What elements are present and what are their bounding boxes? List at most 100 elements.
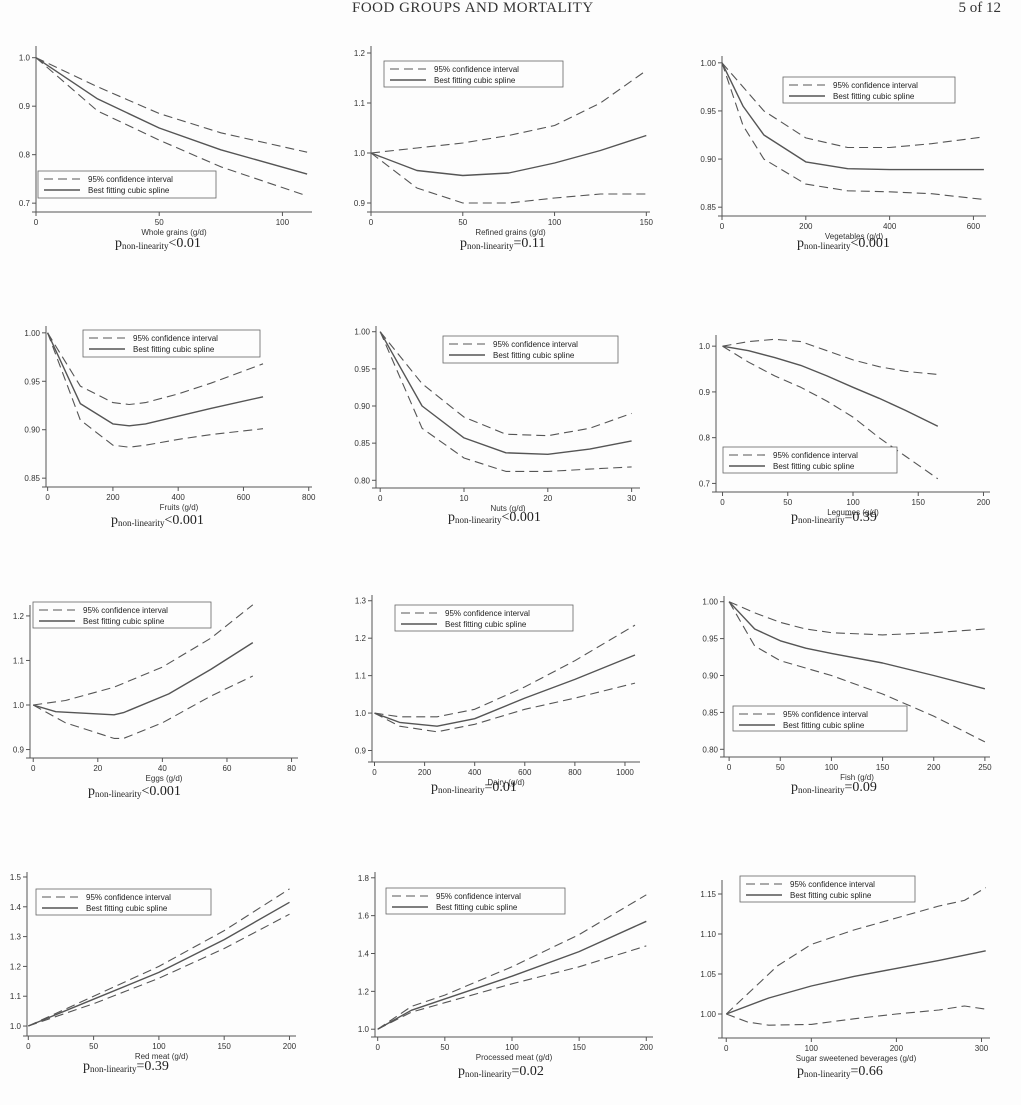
legend-box (385, 887, 566, 915)
legend-box (442, 335, 619, 364)
y-tick-label: 0.80 (702, 745, 718, 754)
legend: 95% confidence interval Best fitting cubi… (442, 335, 619, 364)
legend: 95% confidence interval Best fitting cubi… (782, 76, 956, 104)
x-tick-label: 50 (89, 1042, 98, 1051)
legend: 95% confidence interval Best fitting cubi… (37, 170, 217, 199)
x-tick-label: 150 (572, 1043, 586, 1052)
y-tick-label: 0.8 (19, 151, 31, 160)
y-tick-label: 0.9 (19, 102, 31, 111)
y-tick-label: 1.2 (358, 987, 370, 996)
y-tick-label: 1.0 (10, 1022, 22, 1031)
legend: 95% confidence interval Best fitting cubi… (732, 705, 908, 732)
x-tick-label: 0 (45, 493, 50, 502)
x-tick-label: 150 (912, 498, 926, 507)
y-tick-label: 0.7 (699, 479, 711, 488)
series-upper (28, 888, 290, 1027)
p-nonlinearity-label: pnon-linearity<0.001 (88, 784, 181, 799)
legend-label-spline: Best fitting cubic spline (790, 891, 872, 900)
legend-label-ci: 95% confidence interval (83, 606, 168, 615)
series-estimate (379, 331, 632, 455)
x-tick-label: 50 (458, 218, 467, 227)
legend: 95% confidence interval Best fitting cubi… (383, 60, 564, 88)
x-tick-label: 0 (372, 768, 377, 777)
y-tick-label: 1.0 (19, 54, 31, 63)
legend-label-ci: 95% confidence interval (133, 334, 218, 343)
x-tick-label: 100 (805, 1044, 819, 1053)
legend-label-spline: Best fitting cubic spline (133, 345, 215, 354)
y-tick-label: 1.5 (10, 873, 22, 882)
legend-box (394, 604, 574, 632)
legend: 95% confidence interval Best fitting cubi… (32, 601, 212, 629)
x-tick-label: 100 (152, 1042, 166, 1051)
x-tick-label: 200 (283, 1042, 297, 1051)
y-tick-label: 1.3 (10, 933, 22, 942)
series-estimate (35, 57, 308, 175)
x-tick-label: 0 (727, 763, 732, 772)
x-tick-label: 200 (927, 763, 941, 772)
y-tick-label: 1.3 (355, 597, 367, 606)
y-tick-label: 0.9 (355, 747, 367, 756)
x-tick-label: 800 (302, 493, 316, 502)
x-tick-label: 600 (967, 222, 981, 231)
y-tick-label: 1.0 (13, 701, 25, 710)
series-upper (722, 338, 938, 376)
legend: 95% confidence interval Best fitting cubi… (722, 446, 898, 474)
p-nonlinearity-label: pnon-linearity<0.001 (111, 513, 204, 528)
legend-label-spline: Best fitting cubic spline (434, 76, 516, 85)
x-tick-label: 100 (548, 218, 562, 227)
y-tick-label: 1.2 (355, 634, 367, 643)
series-upper (35, 57, 308, 153)
y-tick-label: 1.0 (354, 149, 366, 158)
y-tick-label: 0.90 (700, 155, 716, 164)
y-tick-label: 1.10 (700, 930, 716, 939)
x-tick-label: 300 (975, 1044, 989, 1053)
x-axis-label: Eggs (g/d) (146, 774, 183, 783)
y-tick-label: 1.00 (24, 329, 40, 338)
x-axis-label: Processed meat (g/d) (476, 1053, 553, 1062)
chart-7: 0.9 1.0 1.1 1.2 0 20 40 60 80 Eggs (g/d) 95% confi… (13, 601, 298, 783)
x-tick-label: 800 (568, 768, 582, 777)
series-lower (47, 332, 264, 448)
series-upper (33, 604, 254, 706)
x-tick-label: 0 (31, 764, 36, 773)
y-tick-label: 0.85 (354, 439, 370, 448)
y-tick-label: 0.85 (700, 203, 716, 212)
x-tick-label: 100 (505, 1043, 519, 1052)
x-tick-label: 0 (369, 218, 374, 227)
p-nonlinearity-label: pnon-linearity<0.01 (115, 236, 201, 251)
legend-label-spline: Best fitting cubic spline (88, 186, 170, 195)
y-tick-label: 1.0 (358, 1025, 370, 1034)
legend-label-ci: 95% confidence interval (790, 880, 875, 889)
x-tick-label: 150 (217, 1042, 231, 1051)
series-upper (721, 62, 984, 149)
y-tick-label: 1.1 (10, 992, 22, 1001)
x-tick-label: 0 (724, 1044, 729, 1053)
x-tick-label: 1000 (616, 768, 634, 777)
x-tick-label: 600 (518, 768, 532, 777)
x-tick-label: 100 (825, 763, 839, 772)
series-estimate (722, 345, 939, 427)
legend-label-spline: Best fitting cubic spline (773, 462, 855, 471)
series-upper (374, 624, 636, 718)
y-tick-label: 0.7 (19, 199, 31, 208)
chart-6: 0.7 0.8 0.9 1.0 0 50 100 150 200 Legumes (g/d) 95%… (699, 335, 991, 517)
legend: 95% confidence interval Best fitting cubi… (385, 887, 566, 915)
series-lower (28, 913, 290, 1027)
x-axis-label: Nuts (g/d) (490, 504, 525, 513)
y-tick-label: 0.95 (700, 107, 716, 116)
x-tick-label: 40 (158, 764, 167, 773)
legend-box (32, 601, 212, 629)
x-tick-label: 50 (155, 218, 164, 227)
y-tick-label: 0.90 (24, 426, 40, 435)
y-tick-label: 1.2 (10, 962, 22, 971)
series-estimate (46, 332, 264, 427)
series-lower (374, 682, 636, 733)
series-upper (370, 70, 647, 154)
y-tick-label: 0.8 (699, 434, 711, 443)
chart-8: 0.9 1.0 1.1 1.2 1.3 0 200 400 600 800 1000 Dairy (g… (355, 595, 640, 787)
y-tick-label: 1.1 (354, 99, 366, 108)
y-tick-label: 1.8 (358, 874, 370, 883)
x-tick-label: 0 (375, 1043, 380, 1052)
legend-box (82, 329, 261, 358)
legend-label-spline: Best fitting cubic spline (783, 721, 865, 730)
